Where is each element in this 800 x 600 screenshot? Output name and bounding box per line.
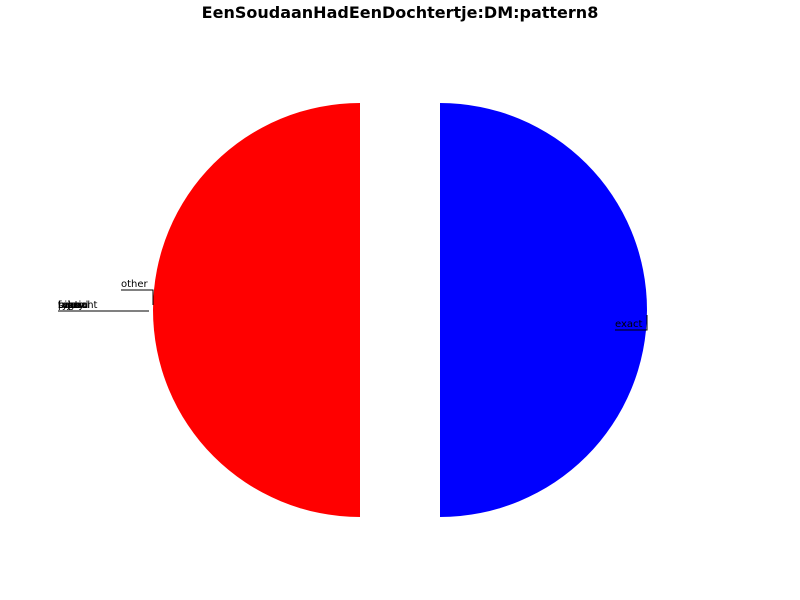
pie-slice-other [153, 103, 360, 517]
slice-label-bijna: bijna [58, 300, 82, 311]
leader-line-other [121, 289, 154, 305]
slice-label-sound: sound [58, 300, 88, 311]
slice-label-fuzzy: fuzzy [58, 300, 84, 311]
pie-slices [153, 103, 647, 517]
slice-label-other: other [121, 279, 149, 290]
slice-label-exact: exact [615, 319, 643, 330]
chart-title: EenSoudaanHadEenDochtertje:DM:pattern8 [202, 3, 599, 22]
slice-label-regex: regex [58, 300, 86, 311]
slice-label-partial: partial [58, 300, 90, 311]
slice-label-typo: typo [58, 300, 80, 311]
pie-slice-exact [440, 103, 647, 517]
pie-labels: other exact bijnafuzzyregexpartialtyposoun… [58, 279, 648, 331]
slice-label-tolerant: tolerant [58, 300, 98, 311]
leader-line-exact [615, 315, 648, 331]
